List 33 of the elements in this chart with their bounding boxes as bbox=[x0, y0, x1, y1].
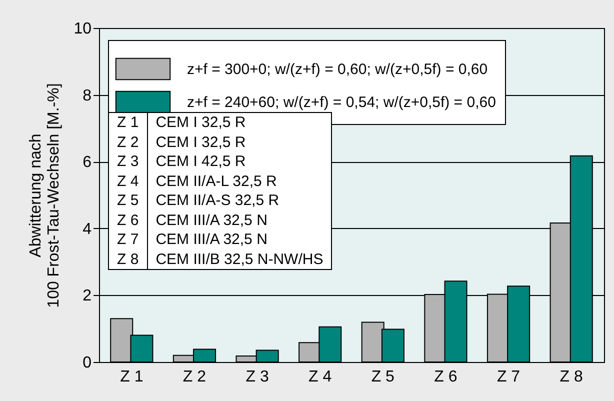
x-tick-label: Z 6 bbox=[434, 368, 458, 386]
x-tick-label: Z 1 bbox=[120, 368, 144, 386]
y-tick-label: 8 bbox=[82, 87, 92, 104]
annotation: CEM II/A-S 32,5 R bbox=[154, 191, 280, 210]
category-label: Z 1 bbox=[117, 114, 139, 131]
annotation: CEM I 32,5 R bbox=[154, 113, 247, 132]
y-tick-label: 2 bbox=[82, 288, 92, 305]
category-label: Z 4 bbox=[117, 172, 139, 190]
annotation: CEM II/A-L 32,5 R bbox=[154, 172, 278, 191]
annotation: CEM III/A 32,5 N bbox=[154, 230, 268, 250]
category-label: Z 5 bbox=[117, 192, 139, 209]
annotation: CEM I 32,5 R bbox=[154, 132, 247, 152]
category-label: Z 6 bbox=[117, 212, 139, 228]
x-tick-label: Z 7 bbox=[496, 368, 520, 386]
x-tick-label: Z 4 bbox=[308, 368, 332, 386]
category-label: Z 8 bbox=[117, 250, 139, 268]
x-tick-label: Z 5 bbox=[371, 368, 395, 386]
y-tick-label: 0 bbox=[82, 354, 92, 372]
y-tick-label: 4 bbox=[82, 220, 92, 238]
y-tick-label: 6 bbox=[82, 154, 92, 172]
category-label: Z 2 bbox=[117, 134, 139, 150]
annotation: CEM I 42,5 R bbox=[154, 152, 247, 172]
category-label: Z 7 bbox=[117, 231, 139, 248]
legend-label: z+f = 240+60; w/(z+f) = 0,54; w/(z+0,5f) = 0,60 bbox=[187, 94, 496, 111]
x-tick-label: Z 8 bbox=[560, 368, 583, 386]
annotation: CEM III/B 32,5 N-NW/HS bbox=[154, 250, 324, 270]
legend-label: z+f = 300+0; w/(z+f) = 0,60; w/(z+0,5f) = 0,60 bbox=[187, 61, 488, 78]
x-tick-label: Z 3 bbox=[246, 368, 269, 386]
y-tick-label: 10 bbox=[74, 20, 92, 38]
y-axis-title: Abwitterung nach 100 Frost-Tau-Wechseln [M.-%] bbox=[28, 83, 63, 308]
category-label: Z 3 bbox=[117, 153, 139, 170]
annotation: CEM III/A 32,5 N bbox=[154, 210, 268, 230]
x-tick-label: Z 2 bbox=[182, 368, 206, 386]
